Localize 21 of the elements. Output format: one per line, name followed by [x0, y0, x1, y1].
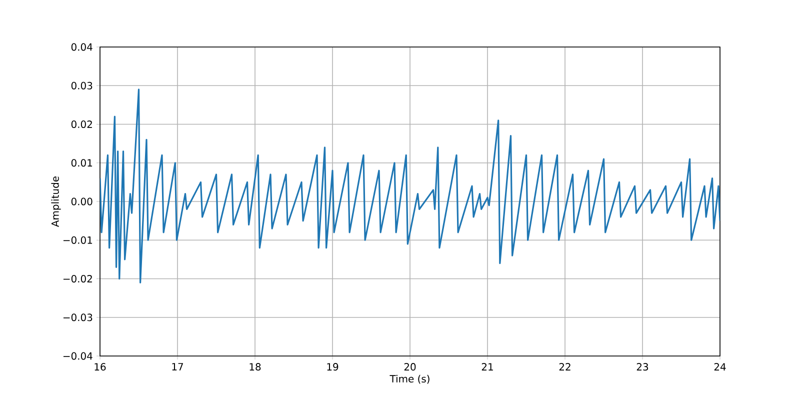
x-tick-label: 21: [482, 363, 493, 370]
x-tick-label: 16: [94, 363, 106, 371]
y-axis-title: Amplitude: [51, 176, 61, 227]
line-series: [100, 88, 720, 284]
y-tick-label: 0.00: [71, 198, 92, 206]
x-tick-label: 18: [250, 363, 261, 371]
y-tick-label: −0.04: [63, 352, 92, 360]
x-tick-label: 24: [714, 363, 726, 370]
y-tick-label: 0.04: [71, 43, 92, 51]
x-tick-label: 22: [559, 363, 570, 370]
y-tick-label: 0.01: [71, 159, 92, 167]
y-tick-label: −0.03: [63, 314, 92, 322]
x-tick-label: 19: [327, 363, 338, 371]
y-tick-label: 0.02: [71, 120, 92, 128]
y-tick-label: −0.01: [63, 236, 92, 244]
x-tick-label: 23: [636, 363, 648, 371]
y-tick-label: 0.03: [71, 82, 92, 90]
x-axis-title: Time (s): [390, 374, 430, 384]
x-tick-label: 17: [172, 363, 183, 370]
y-tick-label: −0.02: [63, 274, 92, 283]
x-tick-label: 20: [404, 363, 416, 371]
